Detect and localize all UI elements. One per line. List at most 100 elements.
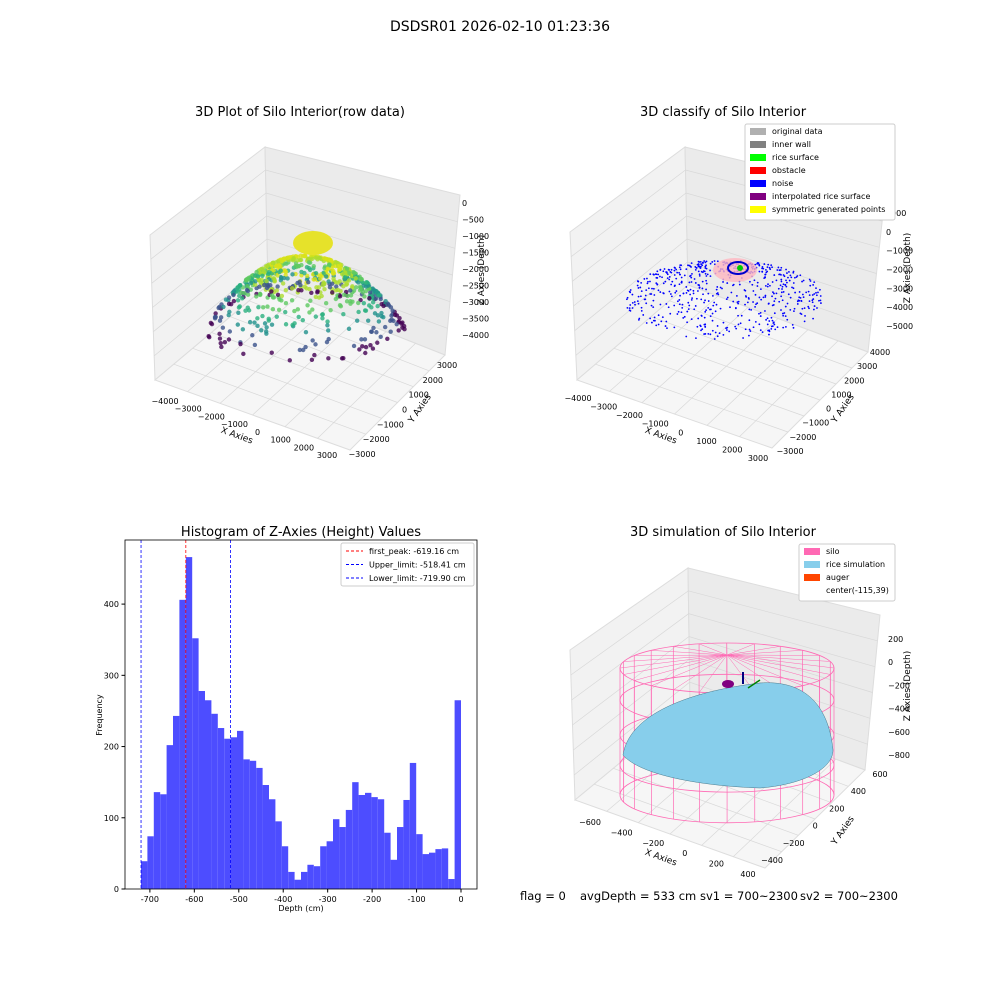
point-cloud: [781, 291, 783, 293]
point-cloud: [654, 317, 656, 319]
point-cloud: [744, 290, 746, 292]
point-cloud: [782, 315, 784, 317]
point-cloud: [685, 268, 687, 270]
legend-label: first_peak: -619.16 cm: [369, 547, 459, 556]
bar: [371, 797, 377, 889]
point-cloud: [804, 315, 806, 317]
y-tick-label: 600: [872, 770, 887, 779]
point-cloud: [296, 288, 300, 292]
point-cloud: [720, 287, 722, 289]
y-tick-label: 200: [104, 743, 119, 752]
point-cloud: [700, 329, 702, 331]
point-cloud: [255, 324, 259, 328]
y-tick-label: 2000: [423, 376, 443, 385]
point-cloud: [345, 299, 349, 303]
legend-swatch: [750, 193, 766, 200]
point-cloud: [655, 324, 657, 326]
point-cloud: [293, 231, 333, 255]
point-cloud: [765, 295, 767, 297]
point-cloud: [275, 288, 279, 292]
x-tick-label: -700: [141, 895, 159, 904]
point-cloud: [813, 293, 815, 295]
point-cloud: [747, 301, 749, 303]
point-cloud: [656, 270, 658, 272]
point-cloud: [766, 271, 768, 273]
bar: [263, 785, 269, 889]
point-cloud: [261, 305, 265, 309]
point-cloud: [691, 273, 693, 275]
point-cloud: [690, 277, 692, 279]
point-cloud: [270, 322, 274, 326]
point-cloud: [711, 261, 713, 263]
z-tick-label: 0: [888, 658, 893, 667]
footer-text: flag = 0: [520, 889, 566, 903]
point-cloud: [787, 303, 789, 305]
point-cloud: [765, 269, 767, 271]
x-tick-label: 2000: [294, 443, 314, 452]
point-cloud: [290, 286, 294, 290]
point-cloud: [652, 300, 654, 302]
point-cloud: [704, 299, 706, 301]
point-cloud: [748, 297, 750, 299]
point-cloud: [691, 299, 693, 301]
point-cloud: [716, 289, 718, 291]
point-cloud: [210, 322, 214, 326]
point-cloud: [679, 283, 681, 285]
point-cloud: [664, 281, 666, 283]
point-cloud: [767, 266, 769, 268]
point-cloud: [646, 322, 648, 324]
x-tick-label: -100: [407, 895, 425, 904]
point-cloud: [710, 275, 712, 277]
point-cloud: [254, 294, 258, 298]
point-cloud: [638, 303, 640, 305]
x-tick-label: 1000: [271, 436, 291, 445]
point-cloud: [315, 290, 319, 294]
point-cloud: [809, 285, 811, 287]
point-cloud: [785, 286, 787, 288]
point-cloud: [290, 272, 294, 276]
point-cloud: [765, 285, 767, 287]
point-cloud: [362, 294, 366, 298]
point-cloud: [686, 311, 688, 313]
point-cloud: [715, 310, 717, 312]
point-cloud: [674, 267, 676, 269]
point-cloud: [343, 275, 347, 279]
point-cloud: [260, 314, 264, 318]
point-cloud: [709, 270, 711, 272]
bar: [301, 872, 307, 889]
point-cloud: [627, 297, 629, 299]
z-tick-label: 0: [886, 228, 891, 237]
point-cloud: [248, 320, 252, 324]
point-cloud: [686, 292, 688, 294]
point-cloud: [371, 326, 375, 330]
point-cloud: [391, 319, 395, 323]
point-cloud: [767, 264, 769, 266]
point-cloud: [748, 319, 750, 321]
point-cloud: [737, 265, 743, 271]
point-cloud: [359, 277, 363, 281]
point-cloud: [693, 293, 695, 295]
point-cloud: [757, 262, 759, 264]
point-cloud: [338, 294, 342, 298]
point-cloud: [238, 283, 242, 287]
point-cloud: [700, 298, 702, 300]
point-cloud: [658, 314, 660, 316]
point-cloud: [777, 267, 779, 269]
point-cloud: [632, 302, 634, 304]
point-cloud: [241, 327, 245, 331]
point-cloud: [726, 298, 728, 300]
point-cloud: [652, 273, 654, 275]
point-cloud: [223, 340, 227, 344]
point-cloud: [805, 291, 807, 293]
point-cloud: [326, 279, 330, 283]
point-cloud: [774, 329, 776, 331]
point-cloud: [789, 280, 791, 282]
point-cloud: [312, 353, 316, 357]
bar: [218, 728, 224, 889]
point-cloud: [752, 290, 754, 292]
point-cloud: [705, 309, 707, 311]
z-tick-label: −800: [888, 751, 910, 760]
legend-swatch: [804, 574, 820, 581]
legend-swatch: [750, 141, 766, 148]
point-cloud: [793, 310, 795, 312]
